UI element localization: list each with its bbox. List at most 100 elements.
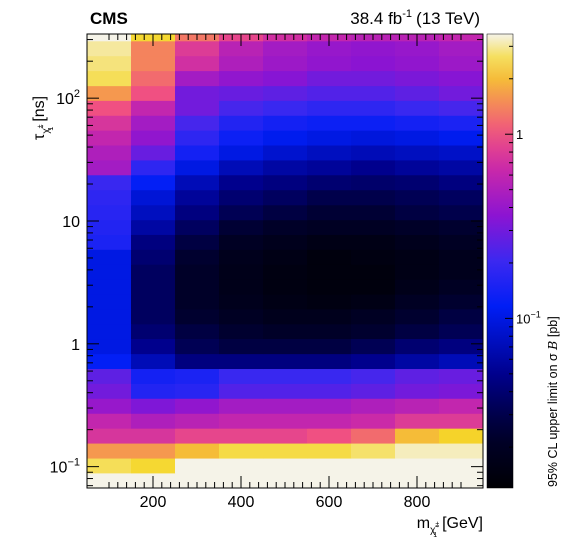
heatmap-cell — [395, 130, 440, 146]
heatmap-cell — [131, 308, 176, 325]
heatmap-cell — [351, 279, 396, 295]
heatmap-cell — [395, 353, 440, 370]
heatmap-cell — [439, 413, 483, 429]
x-tick-label: 600 — [316, 494, 343, 511]
heatmap-cell — [175, 100, 220, 116]
heatmap-cell — [263, 398, 308, 414]
heatmap-cell — [395, 85, 440, 101]
heatmap-cell — [395, 144, 440, 161]
heatmap-cell — [307, 100, 352, 116]
heatmap-cell — [131, 144, 176, 161]
heatmap-cell — [87, 353, 132, 370]
heatmap-cell — [87, 472, 132, 488]
heatmap-cell — [263, 472, 308, 488]
color-scale-ticks: 10−1 1 — [505, 45, 541, 448]
heatmap-cell — [175, 308, 220, 325]
heatmap-cell — [351, 234, 396, 250]
heatmap-cell — [351, 100, 396, 116]
heatmap-cell — [131, 85, 176, 101]
heatmap-cell — [439, 472, 483, 488]
heatmap-cell — [395, 70, 440, 87]
heatmap-cell — [395, 398, 440, 414]
heatmap-cell — [131, 383, 176, 399]
heatmap-cell — [351, 85, 396, 101]
heatmap-cell — [395, 413, 440, 429]
heatmap-cell — [263, 308, 308, 325]
y-axis-ticks: 10−1 1 10 102 — [50, 39, 483, 487]
heatmap-cell — [395, 159, 440, 176]
heatmap-cell — [263, 144, 308, 161]
heatmap-cell — [351, 144, 396, 161]
heatmap-cell — [131, 204, 176, 221]
heatmap-cell — [351, 55, 396, 72]
heatmap-cell — [263, 55, 308, 72]
heatmap-cell — [307, 249, 352, 265]
heatmap-cell — [131, 130, 176, 146]
heatmap-cell — [219, 338, 264, 355]
heatmap-cell — [175, 398, 220, 414]
heatmap-cell — [351, 264, 396, 280]
heatmap-cell — [439, 457, 483, 474]
heatmap-cells — [87, 34, 483, 488]
y-label-unit: [ns] — [31, 96, 48, 122]
heatmap-cell — [395, 40, 440, 57]
heatmap-cell — [439, 294, 483, 310]
heatmap-cell — [175, 234, 220, 250]
heatmap-cell — [263, 368, 308, 384]
heatmap-cell — [439, 100, 483, 116]
heatmap-cell — [439, 323, 483, 340]
heatmap-cell — [307, 457, 352, 474]
heatmap-cell — [175, 159, 220, 176]
heatmap-cell — [439, 428, 483, 444]
heatmap-cell — [219, 40, 264, 57]
heatmap-cell — [263, 264, 308, 280]
heatmap-cell — [351, 294, 396, 310]
heatmap-cell — [307, 442, 352, 459]
heatmap-cell — [395, 368, 440, 384]
heatmap-cell — [175, 338, 220, 355]
heatmap-cell — [131, 55, 176, 72]
heatmap-cell — [439, 159, 483, 176]
heatmap-cell — [175, 174, 220, 191]
heatmap-cell — [307, 174, 352, 191]
heatmap-cell — [219, 100, 264, 116]
heatmap-cell — [307, 234, 352, 250]
heatmap-cell — [263, 383, 308, 399]
heatmap-cell — [263, 85, 308, 101]
heatmap-cell — [175, 189, 220, 206]
heatmap-cell — [439, 219, 483, 235]
heatmap-cell — [87, 144, 132, 161]
heatmap-cell — [307, 428, 352, 444]
heatmap-cell — [263, 428, 308, 444]
z-tick-label: 10−1 — [516, 309, 541, 326]
heatmap-cell — [131, 249, 176, 265]
heatmap-cell — [307, 189, 352, 206]
y-tick-label: 102 — [56, 88, 80, 108]
heatmap-cell — [439, 174, 483, 191]
heatmap-cell — [87, 130, 132, 146]
heatmap-cell — [219, 428, 264, 444]
heatmap-cell — [307, 219, 352, 235]
heatmap-cell — [395, 100, 440, 116]
heatmap-cell — [351, 398, 396, 414]
heatmap-cell — [175, 368, 220, 384]
lumi-exponent: -1 — [402, 8, 412, 20]
heatmap-cell — [87, 398, 132, 414]
heatmap-cell — [175, 219, 220, 235]
heatmap-cell — [131, 338, 176, 355]
y-label-particle: χ̃ — [41, 124, 52, 133]
heatmap-cell — [439, 144, 483, 161]
heatmap-cell — [131, 353, 176, 370]
heatmap-cell — [87, 338, 132, 355]
heatmap-cell — [307, 159, 352, 176]
heatmap-cell — [439, 368, 483, 384]
heatmap-cell — [131, 442, 176, 459]
heatmap-cell — [87, 115, 132, 131]
heatmap-cell — [307, 279, 352, 295]
heatmap-cell — [263, 159, 308, 176]
heatmap-cell — [131, 264, 176, 280]
heatmap-cell — [439, 234, 483, 250]
heatmap-cell — [351, 383, 396, 399]
heatmap-cell — [351, 159, 396, 176]
